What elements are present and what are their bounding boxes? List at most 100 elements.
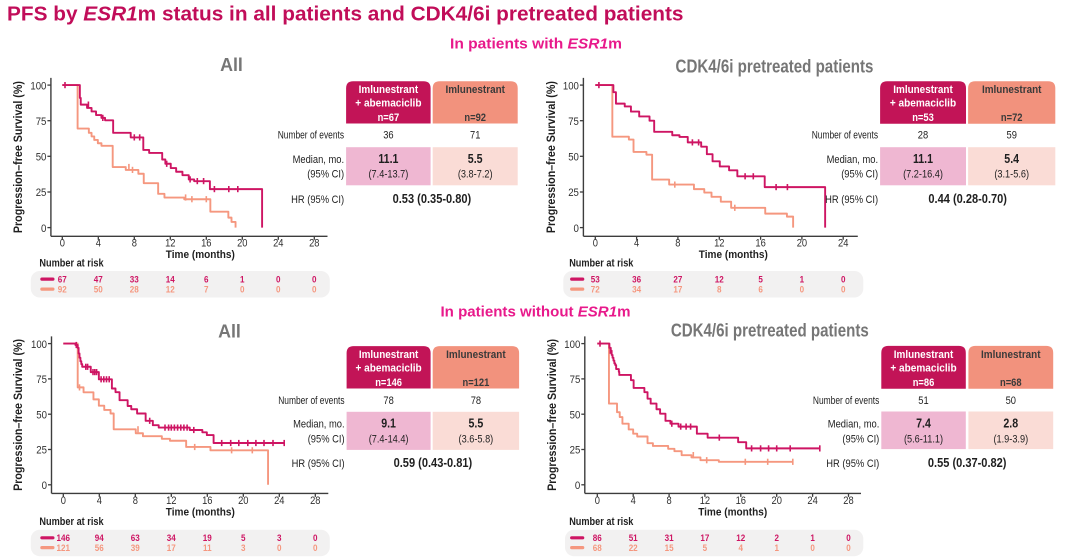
svg-text:16: 16 <box>201 238 211 250</box>
svg-text:Number of events: Number of events <box>278 395 345 407</box>
svg-text:3: 3 <box>241 543 246 554</box>
svg-text:28: 28 <box>309 238 319 250</box>
svg-text:56: 56 <box>95 543 104 554</box>
svg-text:n=86: n=86 <box>913 377 935 389</box>
svg-text:CDK4/6i pretreated patients: CDK4/6i pretreated patients <box>671 320 869 341</box>
svg-text:27: 27 <box>673 275 682 286</box>
svg-text:17: 17 <box>167 543 176 554</box>
svg-text:(3.1-5.6): (3.1-5.6) <box>994 168 1029 180</box>
svg-text:28: 28 <box>843 495 853 507</box>
svg-text:17: 17 <box>673 285 682 296</box>
svg-text:39: 39 <box>131 543 140 554</box>
svg-text:Progression–free Survival (%): Progression–free Survival (%) <box>545 339 559 491</box>
svg-text:Imlunestrant: Imlunestrant <box>894 349 954 361</box>
svg-text:4: 4 <box>97 495 102 507</box>
svg-text:6: 6 <box>204 275 209 286</box>
svg-text:Time (months): Time (months) <box>698 506 767 518</box>
svg-text:16: 16 <box>736 495 746 507</box>
svg-text:0: 0 <box>240 285 245 296</box>
svg-text:(7.2-16.4): (7.2-16.4) <box>903 168 943 180</box>
svg-text:20: 20 <box>797 238 807 250</box>
svg-text:36: 36 <box>632 275 641 286</box>
svg-text:0: 0 <box>312 285 317 296</box>
svg-text:Imlunestrant: Imlunestrant <box>445 84 505 96</box>
svg-text:28: 28 <box>918 129 928 141</box>
svg-text:2.8: 2.8 <box>1003 417 1018 431</box>
svg-text:5: 5 <box>241 533 246 544</box>
svg-text:(95% CI): (95% CI) <box>842 433 879 445</box>
svg-text:CDK4/6i pretreated patients: CDK4/6i pretreated patients <box>676 55 874 76</box>
svg-text:0: 0 <box>810 543 815 554</box>
svg-text:3: 3 <box>277 533 282 544</box>
svg-text:100: 100 <box>563 80 579 92</box>
svg-text:17: 17 <box>700 533 709 544</box>
svg-text:Number of events: Number of events <box>278 129 345 141</box>
svg-text:12: 12 <box>714 238 724 250</box>
svg-text:28: 28 <box>310 495 320 507</box>
svg-text:(5.6-11.1): (5.6-11.1) <box>904 433 943 445</box>
svg-text:Median, mo.: Median, mo. <box>828 419 880 431</box>
svg-text:0: 0 <box>41 223 46 235</box>
svg-text:100: 100 <box>30 80 46 92</box>
svg-text:25: 25 <box>36 445 47 457</box>
svg-text:Median, mo.: Median, mo. <box>293 154 345 166</box>
svg-text:5.5: 5.5 <box>468 152 483 166</box>
svg-text:0: 0 <box>276 285 281 296</box>
svg-text:(95% CI): (95% CI) <box>308 433 345 445</box>
svg-text:24: 24 <box>838 238 848 250</box>
svg-text:Imlunestrant: Imlunestrant <box>359 349 419 361</box>
svg-text:Median, mo.: Median, mo. <box>827 154 879 166</box>
svg-text:0: 0 <box>593 238 598 250</box>
svg-text:0: 0 <box>841 275 846 286</box>
svg-text:All: All <box>220 54 243 75</box>
svg-text:0.53 (0.35-0.80): 0.53 (0.35-0.80) <box>393 191 472 206</box>
svg-text:Imlunestrant: Imlunestrant <box>893 84 953 96</box>
svg-text:24: 24 <box>807 495 817 507</box>
svg-text:HR (95% CI): HR (95% CI) <box>826 458 879 470</box>
svg-text:n=72: n=72 <box>1001 112 1023 124</box>
svg-text:121: 121 <box>57 543 71 554</box>
svg-text:47: 47 <box>94 275 103 286</box>
svg-text:1: 1 <box>800 275 805 286</box>
svg-text:7.4: 7.4 <box>916 417 931 431</box>
svg-text:16: 16 <box>202 495 212 507</box>
svg-text:0: 0 <box>800 285 805 296</box>
svg-text:28: 28 <box>130 285 139 296</box>
svg-text:8: 8 <box>675 238 680 250</box>
svg-text:67: 67 <box>58 275 67 286</box>
svg-text:12: 12 <box>715 275 724 286</box>
svg-text:n=121: n=121 <box>463 377 490 389</box>
svg-text:+ abemaciclib: + abemaciclib <box>356 363 422 375</box>
svg-text:25: 25 <box>36 187 47 199</box>
svg-text:36: 36 <box>383 129 393 141</box>
svg-text:In patients with ESR1m: In patients with ESR1 m <box>450 37 622 53</box>
svg-text:0: 0 <box>841 285 846 296</box>
svg-text:5.4: 5.4 <box>1004 152 1019 166</box>
svg-text:Imlunestrant: Imlunestrant <box>981 349 1041 361</box>
svg-text:71: 71 <box>470 129 480 141</box>
svg-text:PFS by ESR1m status in all pat: PFS by ESR1m status in all patients and … <box>7 3 684 26</box>
svg-text:75: 75 <box>36 374 47 386</box>
svg-text:Imlunestrant: Imlunestrant <box>982 84 1042 96</box>
svg-text:11.1: 11.1 <box>378 152 398 166</box>
svg-text:50: 50 <box>94 285 103 296</box>
svg-text:(3.8-7.2): (3.8-7.2) <box>458 168 493 180</box>
svg-text:9.1: 9.1 <box>381 417 396 431</box>
svg-text:78: 78 <box>383 395 393 407</box>
svg-text:51: 51 <box>629 533 639 544</box>
svg-text:(95% CI): (95% CI) <box>307 168 344 180</box>
svg-text:+ abemaciclib: + abemaciclib <box>890 363 956 375</box>
svg-text:8: 8 <box>133 495 138 507</box>
svg-text:1: 1 <box>240 275 245 286</box>
svg-text:In patients without ESR1m: In patients without ESR1m <box>441 305 631 321</box>
svg-text:7: 7 <box>204 285 209 296</box>
svg-text:Number at risk: Number at risk <box>569 516 634 528</box>
svg-text:68: 68 <box>593 543 602 554</box>
svg-text:n=92: n=92 <box>464 112 486 124</box>
svg-text:0: 0 <box>846 533 851 544</box>
svg-text:50: 50 <box>1006 395 1016 407</box>
svg-text:Number at risk: Number at risk <box>39 516 104 528</box>
svg-text:Number at risk: Number at risk <box>569 257 634 269</box>
svg-text:78: 78 <box>471 395 481 407</box>
svg-text:n=146: n=146 <box>375 377 402 389</box>
